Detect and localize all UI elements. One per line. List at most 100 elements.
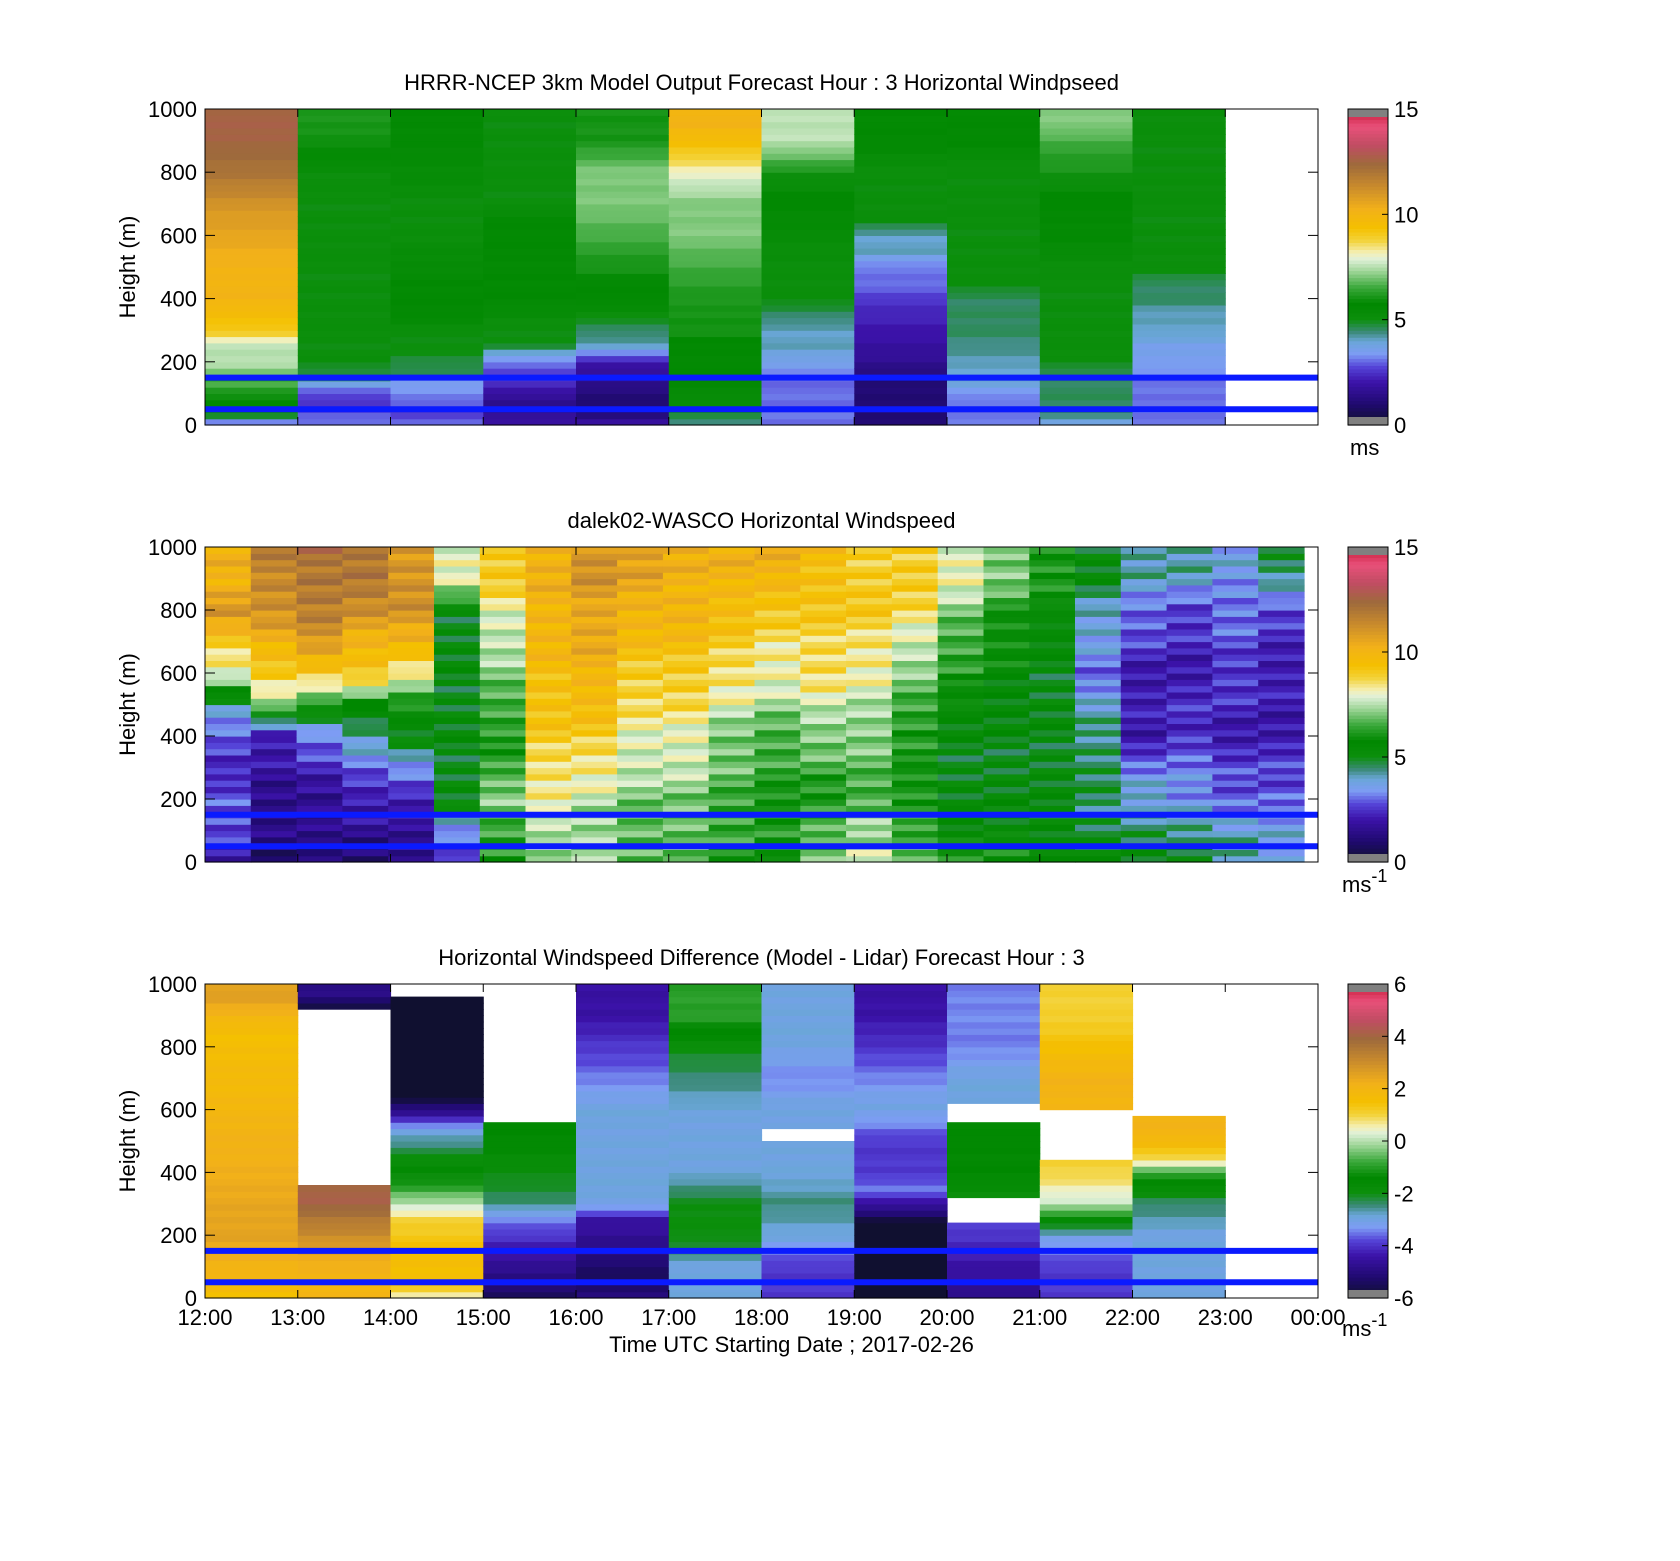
heatmap-cell xyxy=(846,736,893,743)
heatmap-cell xyxy=(342,679,389,687)
heatmap-cell xyxy=(205,1266,299,1274)
colorbar-unit: ms-1 xyxy=(1342,866,1387,897)
colorbar-segment xyxy=(1348,816,1388,821)
y-tick-label: 200 xyxy=(160,1223,197,1248)
heatmap-cell xyxy=(668,1103,763,1111)
heatmap-column xyxy=(1258,547,1305,863)
heatmap-cell xyxy=(390,355,484,363)
heatmap-cell xyxy=(576,1065,670,1073)
heatmap-column xyxy=(891,547,939,863)
heatmap-cell xyxy=(205,216,299,224)
heatmap-cell xyxy=(390,146,484,154)
heatmap-cell xyxy=(388,855,435,863)
heatmap-cell xyxy=(854,241,948,249)
heatmap-cell xyxy=(800,559,847,567)
heatmap-cell xyxy=(434,673,481,680)
heatmap-cell xyxy=(434,855,481,863)
heatmap-cell xyxy=(297,1285,392,1293)
heatmap-cell xyxy=(434,610,481,617)
heatmap-cell xyxy=(937,685,985,693)
heatmap-cell xyxy=(891,572,939,580)
heatmap-cell xyxy=(1039,1059,1134,1067)
heatmap-cell xyxy=(761,990,855,998)
heatmap-cell xyxy=(434,824,481,832)
heatmap-cell xyxy=(891,685,939,693)
y-tick-label: 0 xyxy=(185,413,197,438)
heatmap-cell xyxy=(525,792,572,800)
heatmap-cell xyxy=(390,1222,484,1230)
heatmap-cell xyxy=(576,330,670,338)
colorbar-segment xyxy=(1348,1011,1388,1016)
heatmap-cell xyxy=(297,984,392,991)
x-tick-label: 21:00 xyxy=(1012,1305,1067,1330)
heatmap-cell xyxy=(846,628,893,636)
heatmap-cell xyxy=(947,1272,1041,1280)
colorbar-segment xyxy=(1348,1120,1388,1125)
heatmap-cell xyxy=(668,248,763,255)
heatmap-cell xyxy=(205,591,252,598)
heatmap-cell xyxy=(479,673,527,680)
heatmap-cell xyxy=(854,323,948,331)
heatmap-cell xyxy=(854,260,948,268)
colorbar-segment xyxy=(1348,1165,1388,1170)
heatmap-cell xyxy=(205,584,252,592)
heatmap-cell xyxy=(1258,666,1305,674)
colorbar-frame xyxy=(1347,546,1389,863)
heatmap-cell xyxy=(1075,723,1122,731)
heatmap-cell xyxy=(576,1185,670,1192)
heatmap-cell xyxy=(388,805,435,813)
heatmap-cell xyxy=(296,666,343,674)
heatmap-cell xyxy=(434,786,481,794)
heatmap-cell xyxy=(854,355,948,363)
heatmap-cell xyxy=(342,767,389,775)
heatmap-cell xyxy=(668,1203,763,1211)
heatmap-cell xyxy=(576,140,670,148)
heatmap-cell xyxy=(1120,647,1168,655)
heatmap-cell xyxy=(617,603,664,611)
heatmap-cell xyxy=(390,273,484,281)
heatmap-cell xyxy=(947,115,1041,123)
heatmap-cell xyxy=(761,1059,855,1067)
heatmap-cell xyxy=(525,824,572,832)
heatmap-cell xyxy=(1120,572,1168,580)
heatmap-cell xyxy=(1132,393,1226,401)
heatmap-cell xyxy=(250,691,298,699)
heatmap-cell xyxy=(205,1228,299,1236)
heatmap-cell xyxy=(891,654,939,661)
heatmap-cell xyxy=(205,368,299,375)
heatmap-cell xyxy=(1120,578,1168,586)
heatmap-cell xyxy=(479,559,527,567)
y-tick-label: 400 xyxy=(160,724,197,749)
heatmap-cell xyxy=(854,153,948,161)
colorbar-segment xyxy=(1348,725,1388,730)
heatmap-cell xyxy=(937,597,985,605)
heatmap-cell xyxy=(668,1166,763,1173)
heatmap-cell xyxy=(296,616,343,624)
heatmap-cell xyxy=(205,393,299,401)
heatmap-cell xyxy=(205,836,252,844)
heatmap-cell xyxy=(891,647,939,655)
heatmap-cell xyxy=(1258,597,1305,605)
heatmap-cell xyxy=(1075,805,1122,813)
heatmap-cell xyxy=(205,855,252,863)
heatmap-cell xyxy=(434,679,481,687)
heatmap-cell xyxy=(1212,628,1259,636)
heatmap-cell xyxy=(1039,330,1134,338)
heatmap-cell xyxy=(800,780,847,787)
heatmap-cell xyxy=(296,830,343,838)
heatmap-cell xyxy=(1039,361,1134,369)
heatmap-cell xyxy=(1120,742,1168,750)
heatmap-cell xyxy=(668,1241,763,1249)
heatmap-cell xyxy=(668,279,763,287)
heatmap-cell xyxy=(205,1203,299,1211)
heatmap-cell xyxy=(1039,286,1134,293)
heatmap-cell xyxy=(668,1028,763,1035)
panel-2: dalek02-WASCO Horizontal Windspeed020040… xyxy=(115,508,1418,897)
heatmap-cell xyxy=(205,1009,299,1016)
colorbar-segment xyxy=(1348,1155,1388,1160)
heatmap-cell xyxy=(800,597,847,605)
heatmap-cell xyxy=(1132,1191,1226,1199)
heatmap-cell xyxy=(297,368,392,375)
heatmap-cell xyxy=(754,572,801,580)
heatmap-cell xyxy=(754,748,801,756)
